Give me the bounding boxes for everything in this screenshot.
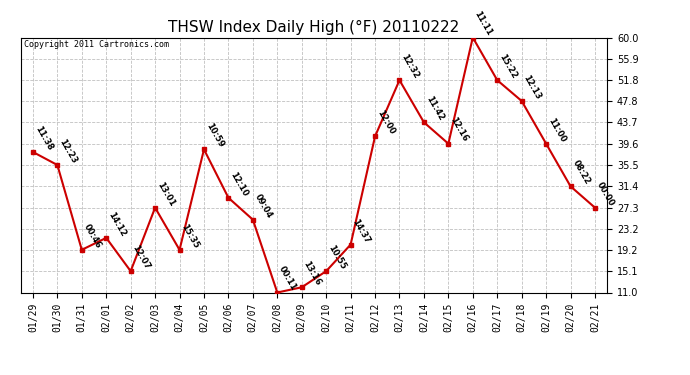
Text: 11:38: 11:38: [33, 124, 54, 152]
Text: 00:46: 00:46: [82, 222, 103, 250]
Text: 08:22: 08:22: [571, 159, 591, 186]
Text: 13:01: 13:01: [155, 180, 176, 208]
Text: 00:00: 00:00: [595, 180, 616, 208]
Text: 11:00: 11:00: [546, 116, 567, 144]
Text: 14:37: 14:37: [351, 217, 372, 244]
Text: 12:13: 12:13: [522, 74, 543, 101]
Text: 14:12: 14:12: [106, 210, 128, 238]
Text: 11:42: 11:42: [424, 94, 445, 122]
Text: 10:55: 10:55: [326, 243, 347, 271]
Text: 12:23: 12:23: [57, 137, 79, 165]
Text: 15:22: 15:22: [497, 53, 518, 80]
Text: 12:07: 12:07: [130, 244, 152, 271]
Text: 12:32: 12:32: [400, 53, 421, 80]
Text: 00:11: 00:11: [277, 265, 298, 292]
Text: 13:16: 13:16: [302, 260, 323, 287]
Text: 10:59: 10:59: [204, 122, 225, 149]
Text: 09:04: 09:04: [253, 192, 274, 220]
Title: THSW Index Daily High (°F) 20110222: THSW Index Daily High (°F) 20110222: [168, 20, 460, 35]
Text: 11:11: 11:11: [473, 10, 494, 38]
Text: Copyright 2011 Cartronics.com: Copyright 2011 Cartronics.com: [23, 40, 168, 49]
Text: 12:16: 12:16: [448, 116, 470, 144]
Text: 12:00: 12:00: [375, 109, 396, 136]
Text: 15:35: 15:35: [179, 222, 201, 250]
Text: 12:10: 12:10: [228, 170, 250, 198]
